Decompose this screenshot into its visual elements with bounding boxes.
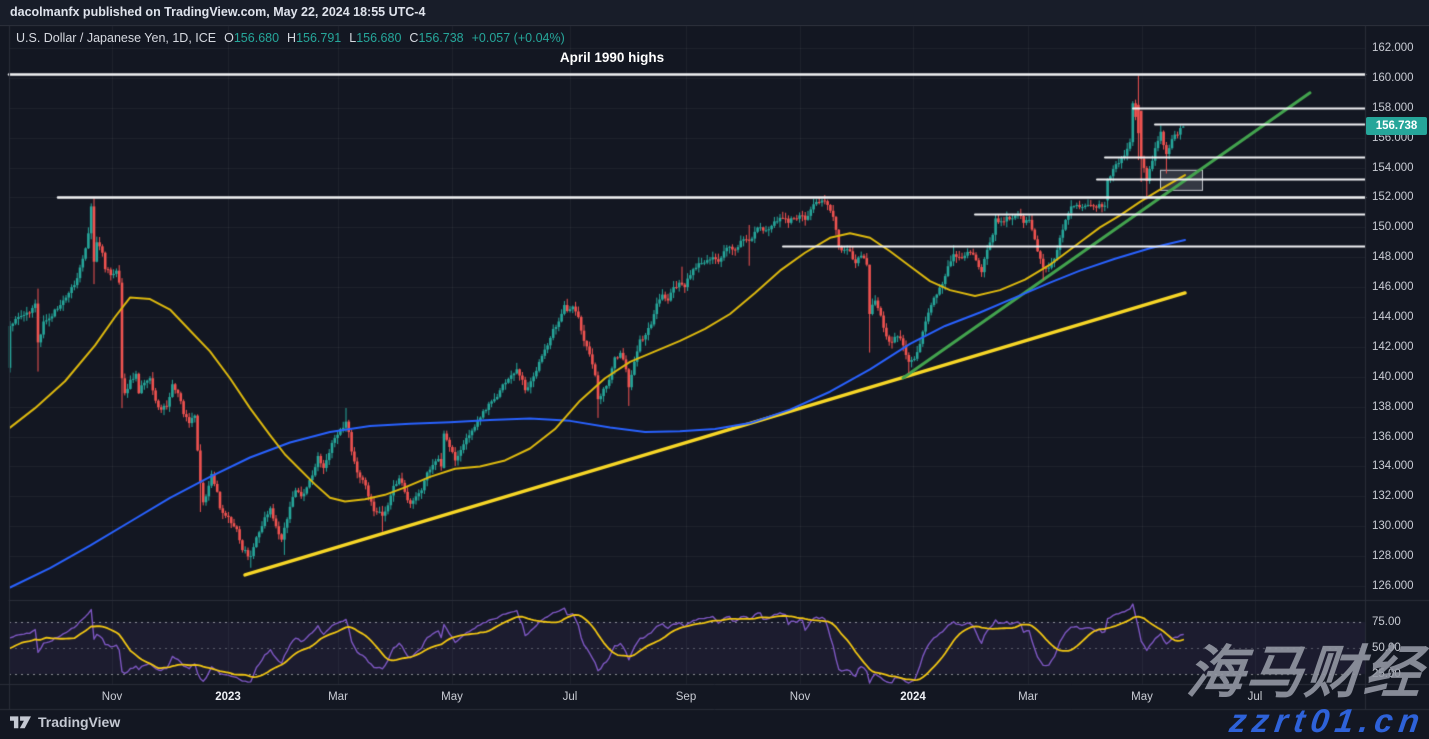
symbol-legend[interactable]: U.S. Dollar / Japanese Yen, 1D, ICE O156.… xyxy=(16,31,565,45)
price-tick-label: 152.000 xyxy=(1372,191,1414,204)
price-tick-label: 144.000 xyxy=(1372,310,1414,323)
price-tick-label: 160.000 xyxy=(1372,71,1414,84)
time-tick-label: Mar xyxy=(328,691,348,703)
tradingview-attribution[interactable]: TradingView xyxy=(10,714,120,730)
tradingview-logo-icon xyxy=(10,715,31,730)
rsi-level-label: 25.00 xyxy=(1372,668,1401,680)
publisher-bar: dacolmanfx published on TradingView.com,… xyxy=(0,0,1429,26)
rsi-level-label: 75.00 xyxy=(1372,616,1401,628)
price-tick-label: 134.000 xyxy=(1372,460,1414,473)
price-tick-label: 128.000 xyxy=(1372,550,1414,563)
time-tick-label: Jul xyxy=(1247,691,1263,703)
price-tick-label: 154.000 xyxy=(1372,161,1414,174)
time-tick-label: May xyxy=(1131,691,1153,703)
price-tick-label: 148.000 xyxy=(1372,251,1414,264)
price-tick-label: 162.000 xyxy=(1372,42,1414,54)
price-tick-label: 138.000 xyxy=(1372,400,1414,413)
price-tick-label: 136.000 xyxy=(1372,430,1414,443)
price-tick-label: 158.000 xyxy=(1372,101,1414,114)
ohlc-close: C156.738 xyxy=(409,31,464,45)
price-tick-label: 150.000 xyxy=(1372,221,1414,234)
price-tick-label: 132.000 xyxy=(1372,490,1414,503)
time-tick-label: Nov xyxy=(101,691,123,703)
price-tick-label: 142.000 xyxy=(1372,340,1414,353)
time-tick-label: 2023 xyxy=(215,691,241,703)
ohlc-low: L156.680 xyxy=(349,31,402,45)
publisher-text: dacolmanfx published on TradingView.com,… xyxy=(10,5,426,19)
time-tick-label: Sep xyxy=(675,691,697,703)
tradingview-attribution-label: TradingView xyxy=(38,714,121,730)
last-price-badge: 156.738 xyxy=(1366,117,1427,135)
symbol-title: U.S. Dollar / Japanese Yen, 1D, ICE xyxy=(16,31,217,45)
watermark-cn-text: 海马财经 xyxy=(1184,641,1426,705)
time-tick-label: Mar xyxy=(1018,691,1038,703)
ohlc-high: H156.791 xyxy=(287,31,342,45)
price-tick-label: 130.000 xyxy=(1372,520,1414,533)
time-tick-label: 2024 xyxy=(900,691,926,703)
rsi-level-label: 50.00 xyxy=(1372,642,1401,654)
ohlc-open: O156.680 xyxy=(224,31,280,45)
price-tick-label: 126.000 xyxy=(1372,579,1414,592)
price-tick-label: 146.000 xyxy=(1372,281,1414,294)
change-value: +0.057 (+0.04%) xyxy=(471,31,565,45)
time-tick-label: Nov xyxy=(789,691,811,703)
annotation-april-1990-highs: April 1990 highs xyxy=(559,50,665,65)
price-tick-label: 140.000 xyxy=(1372,370,1414,383)
time-tick-label: May xyxy=(441,691,463,703)
watermark-url-text: zzrt01.cn xyxy=(1227,702,1428,739)
time-tick-label: Jul xyxy=(562,691,578,703)
